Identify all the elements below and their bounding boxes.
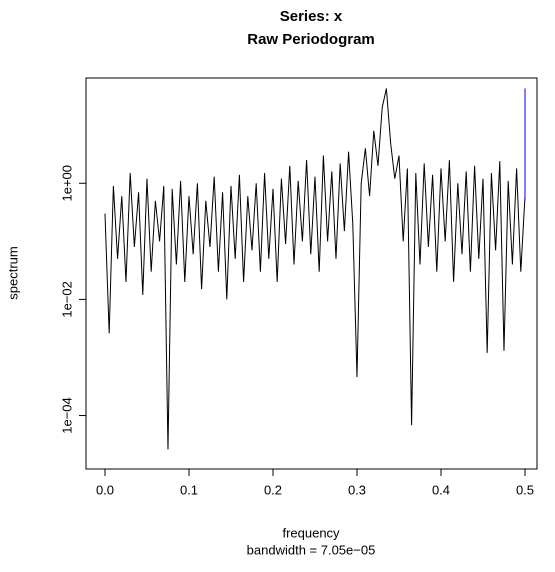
x-axis-label: frequency xyxy=(282,525,340,540)
y-tick-label: 1e−02 xyxy=(59,281,74,318)
x-tick-label: 0.4 xyxy=(432,482,450,497)
x-tick-label: 0.0 xyxy=(96,482,114,497)
x-tick-label: 0.5 xyxy=(516,482,534,497)
spectrum-line xyxy=(104,88,526,450)
x-tick-label: 0.1 xyxy=(180,482,198,497)
chart-title: Series: x xyxy=(280,8,343,25)
y-axis-label: spectrum xyxy=(5,246,20,299)
y-tick-label: 1e−04 xyxy=(59,397,74,434)
x-axis-sublabel: bandwidth = 7.05e−05 xyxy=(247,542,376,557)
chart-subtitle: Raw Periodogram xyxy=(247,31,375,48)
x-tick-label: 0.2 xyxy=(264,482,282,497)
plot-frame xyxy=(85,77,538,470)
x-tick-label: 0.3 xyxy=(348,482,366,497)
y-tick-label: 1e+00 xyxy=(59,165,74,202)
